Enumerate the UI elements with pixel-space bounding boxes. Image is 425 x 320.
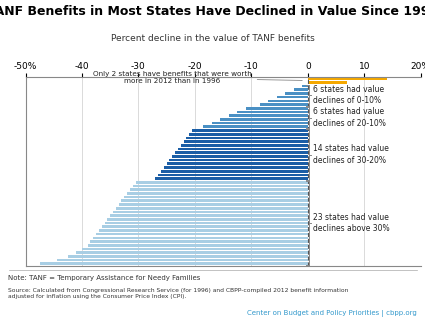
Bar	[133, 185, 308, 187]
Bar	[285, 92, 308, 95]
Bar	[127, 192, 308, 195]
Text: Source: Calculated from Congressional Research Service (for 1996) and CBPP-compi: Source: Calculated from Congressional Re…	[8, 288, 349, 299]
Bar	[57, 259, 308, 261]
Bar	[116, 207, 308, 210]
Bar	[308, 81, 347, 84]
Bar	[68, 255, 308, 258]
Bar	[113, 211, 308, 213]
Bar	[181, 144, 308, 147]
Bar	[82, 248, 308, 250]
Text: 23 states had value
declines above 30%: 23 states had value declines above 30%	[313, 213, 389, 233]
Bar	[76, 251, 308, 254]
Bar	[164, 166, 308, 169]
Bar	[124, 196, 308, 198]
Bar	[175, 151, 308, 154]
Bar	[130, 188, 308, 191]
Bar	[170, 159, 308, 161]
Text: 6 states had value
declines of 0-10%: 6 states had value declines of 0-10%	[313, 85, 384, 105]
Bar	[237, 111, 308, 113]
Text: Note: TANF = Temporary Assistance for Needy Families: Note: TANF = Temporary Assistance for Ne…	[8, 275, 201, 281]
Text: TANF Benefits in Most States Have Declined in Value Since 1996: TANF Benefits in Most States Have Declin…	[0, 5, 425, 18]
Bar	[40, 262, 308, 265]
Bar	[189, 133, 308, 135]
Bar	[108, 218, 308, 221]
Bar	[172, 155, 308, 158]
Bar	[229, 114, 308, 117]
Bar	[96, 233, 308, 236]
Bar	[212, 122, 308, 124]
Bar	[158, 173, 308, 176]
Bar	[294, 88, 308, 91]
Bar	[156, 177, 308, 180]
Bar	[122, 199, 308, 202]
Bar	[119, 203, 308, 206]
Bar	[260, 103, 308, 106]
Bar	[178, 148, 308, 150]
Text: Only 2 states have benefits that were worth
more in 2012 than in 1996: Only 2 states have benefits that were wo…	[93, 71, 302, 84]
Bar	[110, 214, 308, 217]
Bar	[136, 181, 308, 184]
Text: 14 states had value
declines of 30-20%: 14 states had value declines of 30-20%	[313, 145, 388, 164]
Bar	[91, 240, 308, 243]
Bar	[268, 100, 308, 102]
Bar	[192, 129, 308, 132]
Bar	[167, 163, 308, 165]
Text: Center on Budget and Policy Priorities | cbpp.org: Center on Budget and Policy Priorities |…	[247, 310, 416, 317]
Bar	[88, 244, 308, 247]
Bar	[308, 77, 387, 80]
Bar	[99, 229, 308, 232]
Bar	[246, 107, 308, 109]
Bar	[203, 125, 308, 128]
Bar	[161, 170, 308, 172]
Text: Percent decline in the value of TANF benefits: Percent decline in the value of TANF ben…	[110, 34, 314, 43]
Bar	[93, 236, 308, 239]
Bar	[187, 137, 308, 139]
Bar	[277, 96, 308, 99]
Bar	[220, 118, 308, 121]
Bar	[302, 85, 308, 87]
Bar	[184, 140, 308, 143]
Bar	[105, 222, 308, 224]
Text: 6 states had value
declines of 20-10%: 6 states had value declines of 20-10%	[313, 108, 385, 128]
Bar	[102, 225, 308, 228]
